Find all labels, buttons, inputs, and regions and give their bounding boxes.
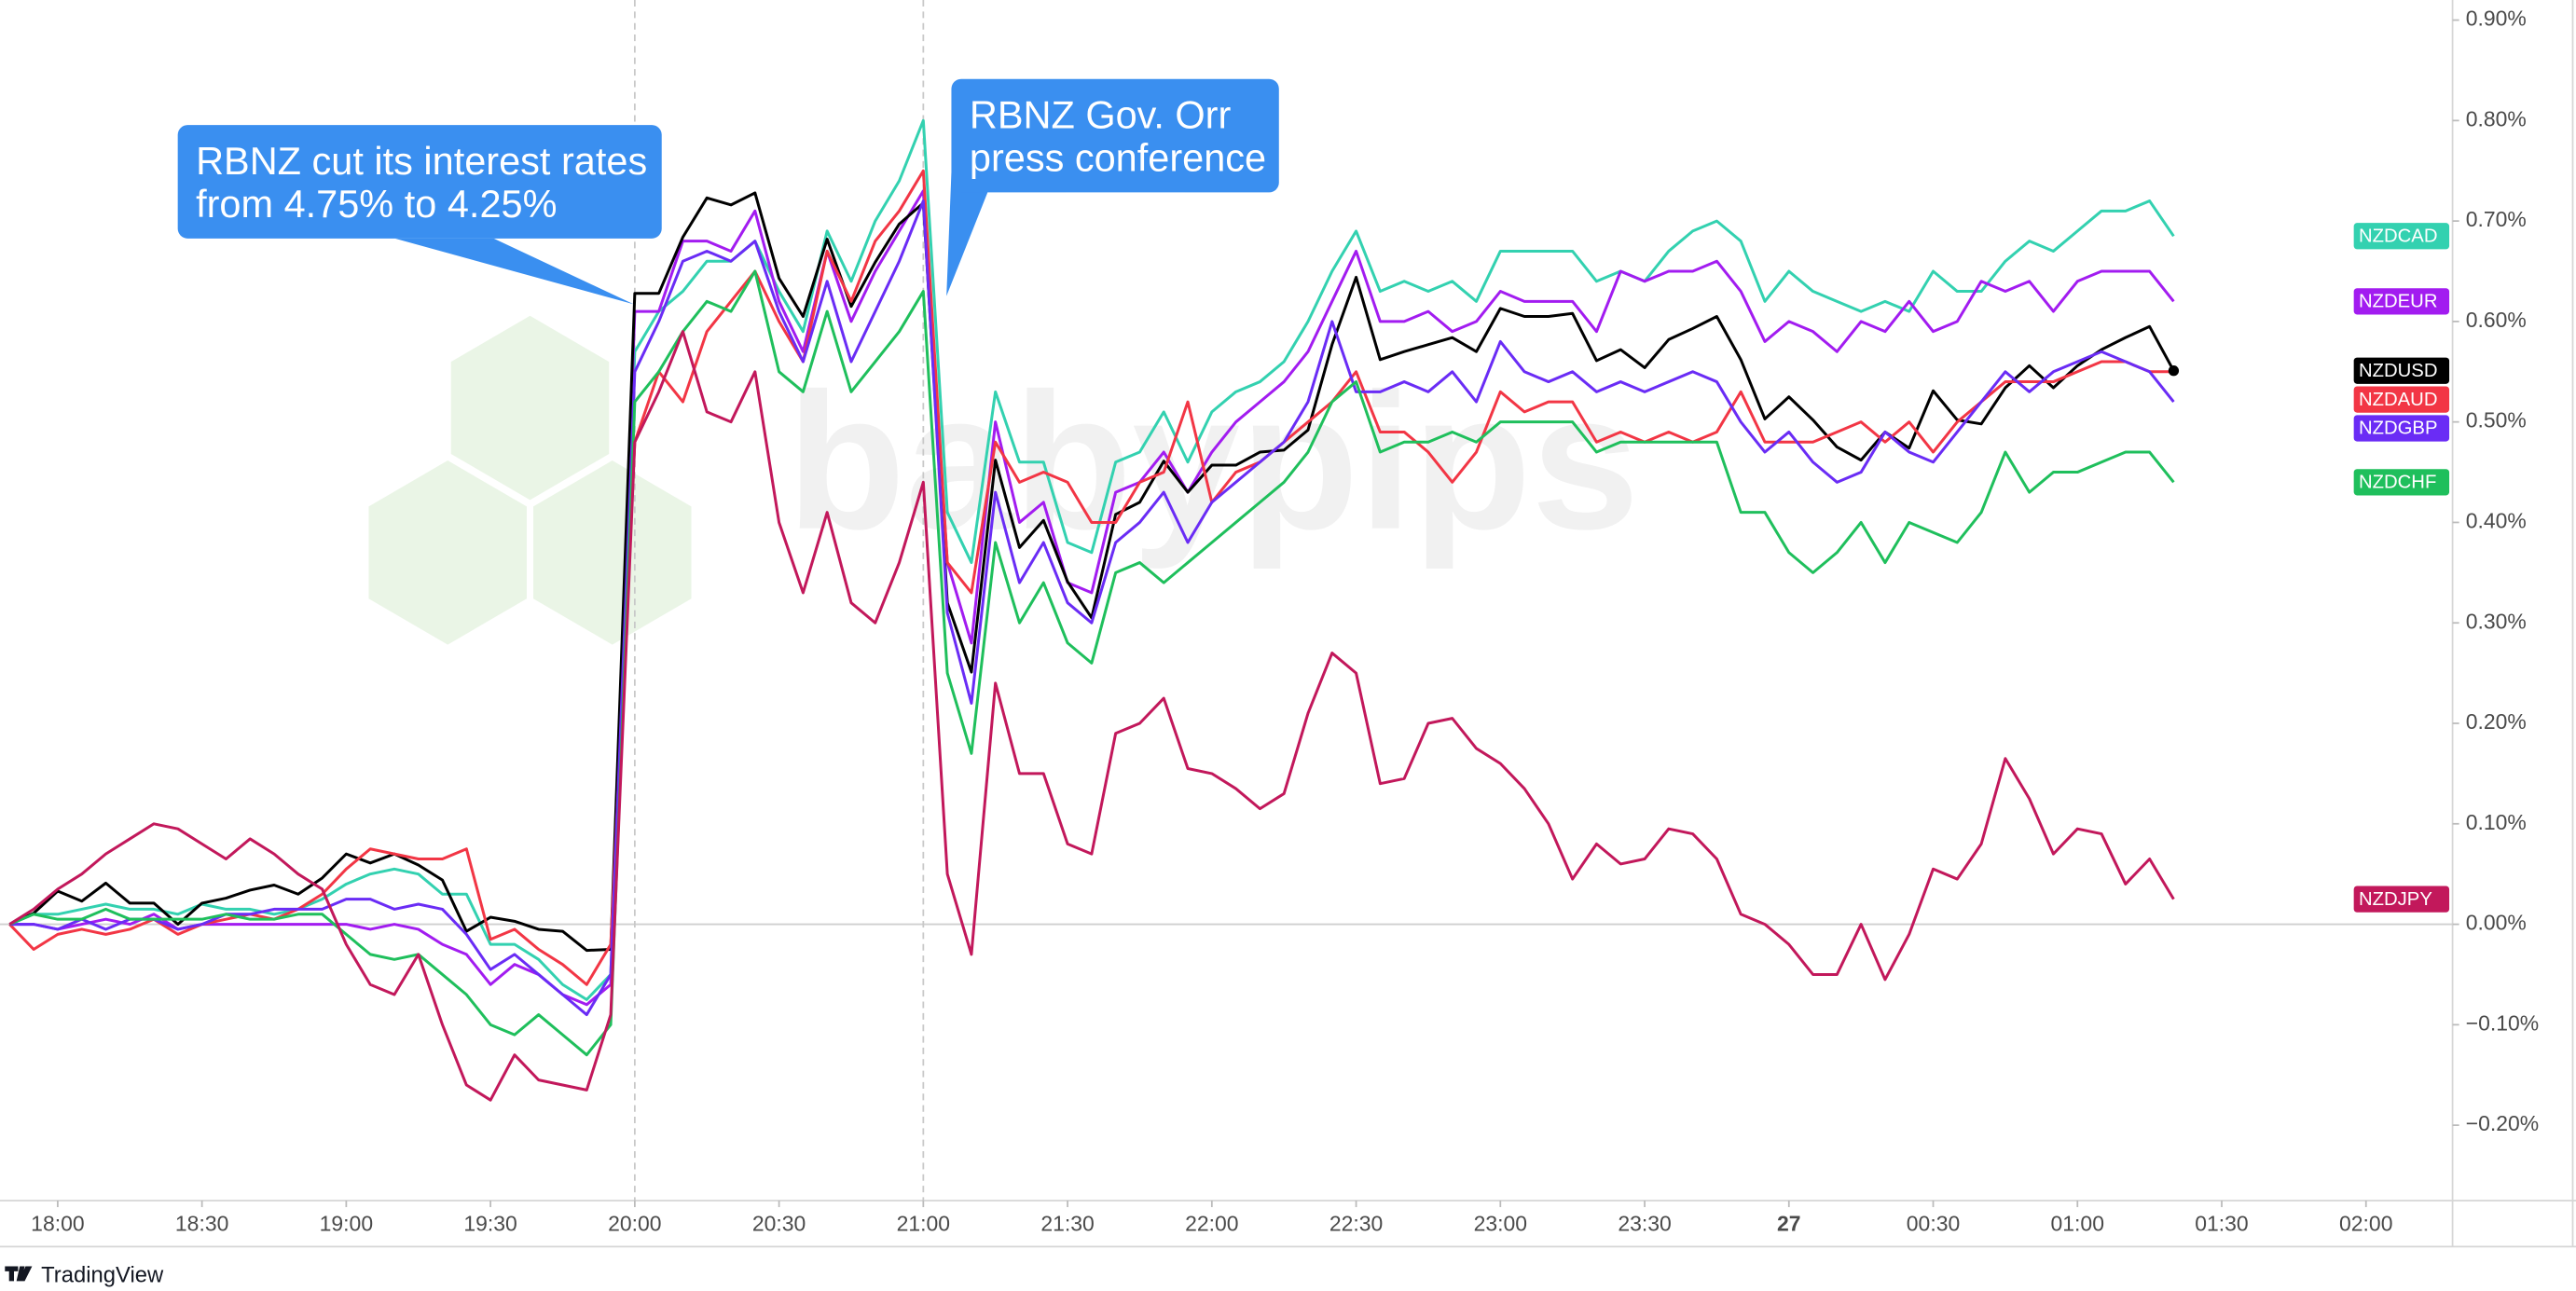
y-tick-label: 0.60% bbox=[2466, 308, 2527, 332]
brand: TradingView bbox=[5, 1262, 164, 1287]
legend-swatch bbox=[2353, 386, 2450, 413]
series-line bbox=[8, 191, 2175, 953]
series-line bbox=[8, 118, 2175, 1001]
watermark: babypips bbox=[787, 353, 1639, 570]
y-tick-label: 0.30% bbox=[2466, 609, 2527, 633]
legend-item: NZDGBP bbox=[2353, 415, 2450, 442]
legend-swatch bbox=[2353, 288, 2450, 315]
legend-swatch bbox=[2353, 223, 2450, 250]
legend-label: NZDGBP bbox=[2359, 419, 2438, 439]
y-tick-label: 0.10% bbox=[2466, 810, 2527, 834]
callout-text: from 4.75% to 4.25% bbox=[196, 182, 557, 226]
x-tick-label: 20:00 bbox=[608, 1211, 661, 1235]
legend-item: NZDJPY bbox=[2353, 886, 2450, 913]
legend-label: NZDEUR bbox=[2359, 292, 2438, 312]
x-tick-label: 21:00 bbox=[897, 1211, 950, 1235]
legend-item: NZDUSD bbox=[2353, 357, 2450, 384]
x-tick-label: 18:30 bbox=[175, 1211, 228, 1235]
x-tick-label: 19:00 bbox=[320, 1211, 373, 1235]
brand-logo bbox=[5, 1266, 33, 1282]
x-tick-label: 20:30 bbox=[752, 1211, 806, 1235]
legend-item: NZDAUD bbox=[2353, 386, 2450, 413]
legend-item: NZDEUR bbox=[2353, 288, 2450, 315]
series-line bbox=[8, 330, 2175, 1102]
y-tick-label: 0.80% bbox=[2466, 106, 2527, 130]
x-tick-label: 02:00 bbox=[2339, 1211, 2392, 1235]
x-tick-label: 27 bbox=[1777, 1211, 1801, 1235]
legend-label: NZDJPY bbox=[2359, 889, 2432, 910]
legend-item: NZDCAD bbox=[2353, 223, 2450, 250]
legend-label: NZDAUD bbox=[2359, 390, 2438, 410]
legend-item: NZDCHF bbox=[2353, 469, 2450, 496]
y-tick-label: 0.20% bbox=[2466, 709, 2527, 734]
x-tick-label: 23:30 bbox=[1618, 1211, 1671, 1235]
y-tick-label: 0.00% bbox=[2466, 911, 2527, 935]
series-line bbox=[9, 189, 2175, 1007]
x-tick-label: 23:00 bbox=[1474, 1211, 1527, 1235]
x-tick-label: 22:00 bbox=[1185, 1211, 1238, 1235]
last-point bbox=[2168, 365, 2180, 377]
x-tick-label: 01:00 bbox=[2051, 1211, 2104, 1235]
x-tick-label: 01:30 bbox=[2195, 1211, 2248, 1235]
watermark-logo bbox=[368, 315, 692, 645]
x-tick-label: 22:30 bbox=[1329, 1211, 1383, 1235]
legend-swatch bbox=[2353, 357, 2450, 384]
legend-swatch bbox=[2353, 469, 2450, 496]
y-tick-label: −0.10% bbox=[2466, 1010, 2539, 1035]
y-tick-label: 0.70% bbox=[2466, 207, 2527, 231]
y-tick-label: −0.20% bbox=[2466, 1111, 2539, 1135]
x-tick-label: 19:30 bbox=[463, 1211, 517, 1235]
series-line bbox=[9, 199, 2175, 1017]
series-line bbox=[8, 169, 2174, 986]
x-tick-label: 00:30 bbox=[1907, 1211, 1960, 1235]
legend-label: NZDUSD bbox=[2359, 361, 2438, 381]
x-tick-label: 18:00 bbox=[31, 1211, 84, 1235]
brand-name: TradingView bbox=[41, 1262, 164, 1287]
callout-text: RBNZ Gov. Orr bbox=[970, 93, 1232, 137]
callout-box bbox=[177, 125, 662, 239]
callout-box bbox=[951, 78, 1279, 193]
y-tick-label: 0.50% bbox=[2466, 408, 2527, 433]
legend-swatch bbox=[2353, 415, 2450, 442]
callout-text: press conference bbox=[970, 136, 1266, 180]
legend-label: NZDCHF bbox=[2359, 473, 2436, 493]
callout-text: RBNZ cut its interest rates bbox=[196, 139, 647, 183]
legend-label: NZDCAD bbox=[2359, 227, 2438, 247]
y-tick-label: 0.90% bbox=[2466, 7, 2527, 31]
y-tick-label: 0.40% bbox=[2466, 509, 2527, 533]
callout-pointer bbox=[946, 172, 988, 296]
x-tick-label: 21:30 bbox=[1040, 1211, 1094, 1235]
legend-swatch bbox=[2353, 886, 2450, 913]
series-line bbox=[8, 269, 2175, 1057]
